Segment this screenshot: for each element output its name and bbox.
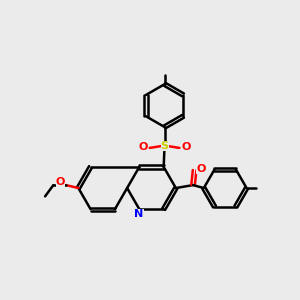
Text: O: O: [139, 142, 148, 152]
Text: N: N: [134, 209, 144, 219]
Text: S: S: [160, 140, 169, 151]
Text: O: O: [196, 164, 206, 174]
Text: O: O: [181, 142, 191, 152]
Text: O: O: [56, 176, 65, 187]
